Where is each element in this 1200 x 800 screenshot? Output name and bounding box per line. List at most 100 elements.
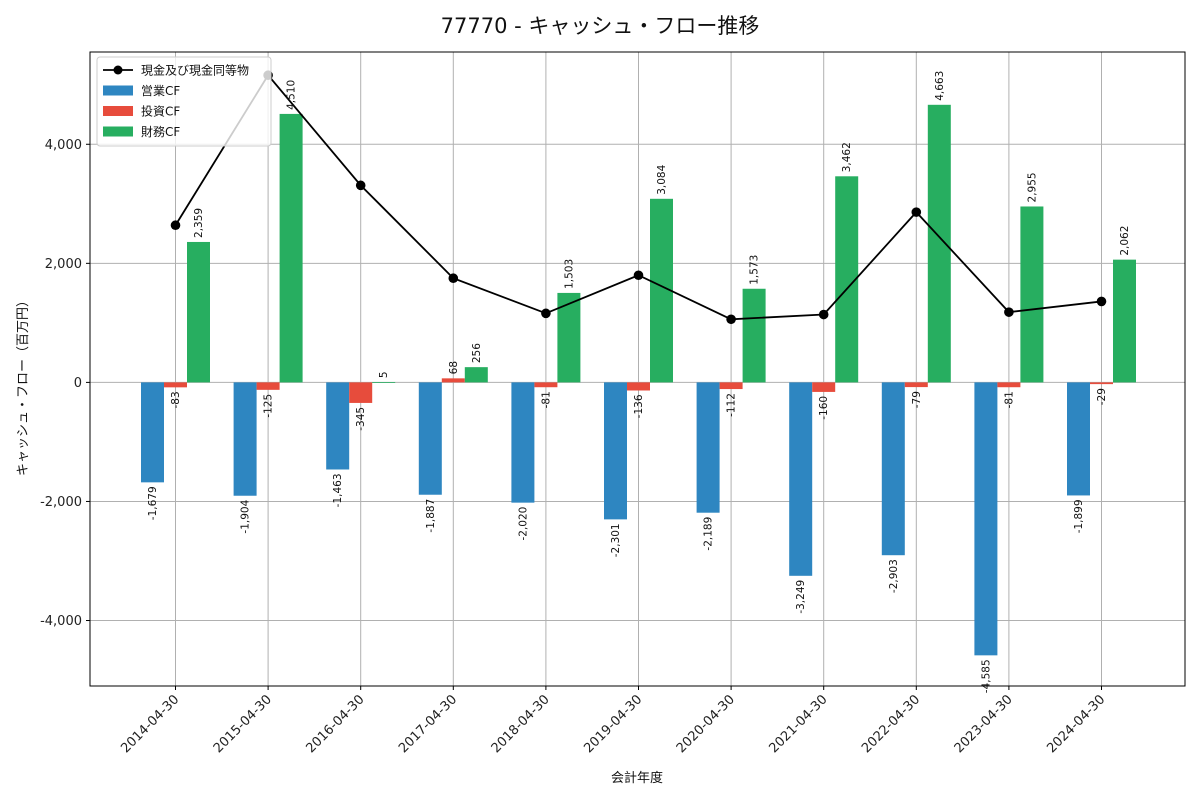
- bar-value-label: -79: [911, 391, 923, 408]
- legend-label: 財務CF: [141, 124, 180, 139]
- bar: [418, 382, 442, 495]
- bar: [464, 367, 488, 383]
- bar-value-label: -29: [1096, 388, 1108, 405]
- bar: [696, 382, 720, 513]
- bar: [742, 288, 766, 383]
- x-tick-label: 2018-04-30: [489, 692, 553, 756]
- bar-value-label: -3,249: [795, 580, 807, 614]
- cash-point: [633, 270, 644, 281]
- y-tick-label: -4,000: [40, 614, 82, 629]
- bar-value-label: -1,463: [332, 473, 344, 507]
- bar-value-label: 256: [471, 343, 483, 363]
- x-axis-title: 会計年度: [611, 770, 663, 786]
- bar: [326, 382, 350, 470]
- bar-value-label: -1,887: [425, 499, 437, 533]
- legend-box: [96, 56, 272, 147]
- bars: [141, 104, 1136, 656]
- bar: [349, 382, 373, 403]
- bar-value-label: 1,573: [749, 255, 761, 285]
- bar: [927, 104, 951, 383]
- bar-value-label: -112: [726, 393, 738, 417]
- bar: [279, 113, 303, 383]
- bar-value-label: -1,679: [147, 486, 159, 520]
- bar: [604, 382, 627, 520]
- bar-value-label: -2,020: [517, 507, 529, 541]
- bar: [904, 382, 928, 388]
- cash-point: [911, 207, 922, 217]
- bar-value-label: -4,585: [980, 659, 992, 693]
- cash-point: [170, 220, 181, 231]
- chart-title: 77770 - キャッシュ・フロー推移: [441, 14, 760, 38]
- bar: [974, 382, 998, 656]
- bar-value-label: -83: [170, 391, 182, 408]
- legend-swatch: [103, 106, 133, 116]
- legend-swatch: [103, 126, 133, 137]
- legend-label: 現金及び現金同等物: [141, 63, 249, 78]
- x-tick-label: 2020-04-30: [674, 692, 738, 756]
- cash-point: [818, 309, 829, 320]
- bar: [812, 382, 836, 392]
- bar: [881, 382, 905, 556]
- bar-value-label: 68: [448, 361, 460, 374]
- bar-value-label: -81: [540, 391, 552, 408]
- bar-value-label: -345: [355, 407, 367, 431]
- bar-value-label: 5: [378, 371, 390, 378]
- bar: [719, 382, 743, 390]
- bar: [1067, 382, 1090, 496]
- y-tick-label: 2,000: [45, 257, 82, 272]
- x-tick-label: 2015-04-30: [211, 692, 275, 756]
- bar: [627, 382, 650, 391]
- bar: [835, 176, 859, 383]
- bar-value-label: 2,359: [193, 208, 205, 238]
- bar: [141, 382, 164, 483]
- cash-point: [355, 180, 366, 191]
- legend-marker: [113, 65, 123, 75]
- bar-labels: -1,679 -1,904 -1,463 -1,887 -2,020 -2,301 -2,1…: [147, 71, 1131, 693]
- bar: [789, 382, 813, 576]
- bar: [256, 382, 280, 390]
- bar-value-label: -2,301: [610, 523, 622, 557]
- x-tick-label: 2021-04-30: [766, 692, 830, 756]
- y-axis-title: キャッシュ・フロー（百万円）: [16, 294, 31, 476]
- bar: [164, 382, 187, 388]
- bar: [372, 382, 396, 383]
- bar-value-label: -81: [1003, 391, 1015, 408]
- bar: [1113, 259, 1136, 383]
- cash-point: [1096, 296, 1107, 307]
- bar: [997, 382, 1021, 388]
- y-tick-label: -2,000: [40, 495, 82, 510]
- legend-swatch: [103, 85, 133, 96]
- bar: [511, 382, 535, 503]
- x-tick-label: 2014-04-30: [118, 692, 182, 756]
- bar-value-label: -2,903: [888, 559, 900, 593]
- bar-value-label: 1,503: [563, 259, 575, 289]
- bar: [233, 382, 257, 496]
- x-tick-label: 2023-04-30: [952, 692, 1016, 756]
- cash-point: [726, 314, 736, 325]
- legend-label: 投資CF: [141, 104, 180, 119]
- bar-value-label: 2,955: [1026, 172, 1038, 202]
- y-tick-label: 4,000: [45, 138, 82, 153]
- bar-value-label: -136: [633, 394, 645, 418]
- bar-value-label: 4,510: [286, 80, 298, 110]
- bar-value-label: -160: [818, 396, 830, 420]
- bar: [187, 241, 210, 383]
- bar-value-label: -2,189: [703, 517, 715, 551]
- cash-point: [1004, 307, 1014, 317]
- cash-point: [448, 273, 459, 284]
- bar: [441, 378, 465, 383]
- bar: [650, 198, 673, 383]
- x-tick-label: 2024-04-30: [1044, 692, 1108, 756]
- y-tick-label: 0: [74, 376, 82, 391]
- x-tick-label: 2022-04-30: [859, 692, 923, 756]
- bar: [557, 292, 581, 383]
- bar: [534, 382, 558, 388]
- bar-value-label: -125: [263, 394, 275, 418]
- bar-value-label: 3,084: [656, 164, 668, 194]
- bar-value-label: 3,462: [841, 142, 853, 172]
- bar: [1090, 382, 1113, 385]
- x-tick-label: 2019-04-30: [581, 692, 645, 756]
